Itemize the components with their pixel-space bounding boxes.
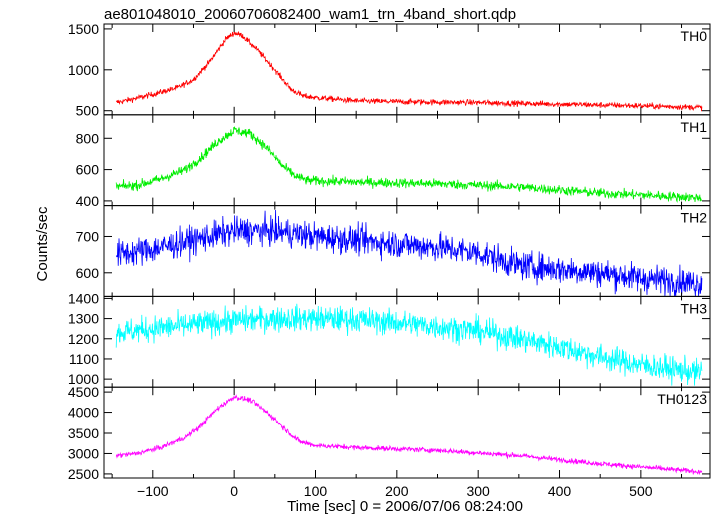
panel-label: TH3 <box>681 300 708 316</box>
x-axis-label: Time [sec] 0 = 2006/07/06 08:24:00 <box>287 498 523 515</box>
x-tick-label: 200 <box>385 483 409 499</box>
y-tick-label: 1100 <box>69 351 99 367</box>
series-line-th0123 <box>115 394 703 476</box>
y-tick-label: 3000 <box>68 445 99 461</box>
x-tick-label: −100 <box>137 483 169 499</box>
panel-label: TH0123 <box>657 391 707 407</box>
y-tick-label: 4500 <box>68 384 99 400</box>
x-tick-label: 500 <box>629 483 653 499</box>
y-tick-label: 700 <box>76 228 100 244</box>
y-axis-label: Counts/sec <box>34 206 51 282</box>
y-tick-label: 4000 <box>68 405 99 421</box>
y-tick-label: 2500 <box>68 466 99 482</box>
y-tick-label: 600 <box>76 162 100 178</box>
panel-label: TH1 <box>681 119 708 135</box>
y-tick-label: 1300 <box>68 311 99 327</box>
panel-frame <box>103 23 711 116</box>
y-tick-label: 500 <box>76 103 100 119</box>
x-tick-label: 0 <box>230 483 238 499</box>
panel-th2: 600 700 TH2 <box>76 205 711 297</box>
y-tick-label: 400 <box>76 193 100 209</box>
chart-title: ae801048010_20060706082400_wam1_trn_4ban… <box>104 6 516 23</box>
y-tick-label: 1200 <box>68 331 99 347</box>
x-tick-label: 300 <box>466 483 490 499</box>
series-line-th3 <box>115 303 703 386</box>
panel-frame <box>103 295 711 388</box>
y-tick-label: 1400 <box>68 290 99 306</box>
panel-th3: 1000 1100 1200 1300 1400 TH3 <box>68 290 711 388</box>
series-line-th1 <box>115 125 702 203</box>
y-tick-label: 1000 <box>68 62 99 78</box>
series-line-th0 <box>115 31 703 112</box>
y-tick-label: 1000 <box>68 371 99 387</box>
panel-label: TH0 <box>681 28 708 44</box>
panel-label: TH2 <box>681 210 708 226</box>
y-tick-label: 800 <box>76 130 100 146</box>
y-tick-label: 3500 <box>68 425 99 441</box>
x-tick-label: 100 <box>304 483 328 499</box>
y-tick-label: 1500 <box>68 21 99 37</box>
series-line-th2 <box>116 209 703 297</box>
panel-th0123: 2500 3000 3500 4000 4500 TH0123 <box>68 384 711 482</box>
x-tick-label: 400 <box>548 483 572 499</box>
y-tick-label: 600 <box>76 265 100 281</box>
panel-th0: 500 1000 1500 TH0 <box>68 21 711 119</box>
panel-th1: 400 600 800 TH1 <box>76 114 711 209</box>
